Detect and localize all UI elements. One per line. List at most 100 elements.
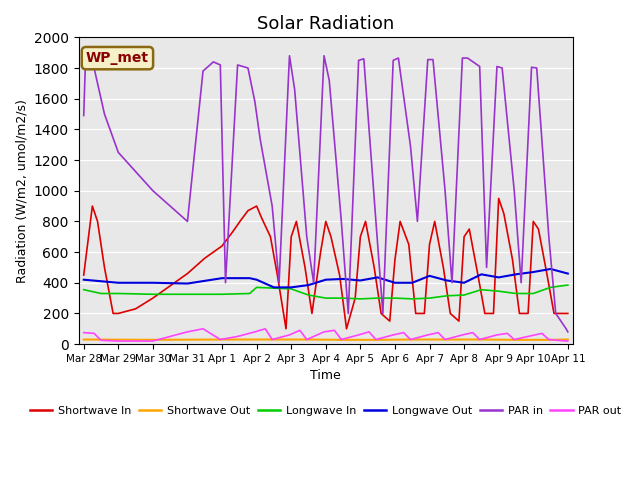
Longwave In [246, 290, 253, 296]
Shortwave Out [305, 336, 312, 342]
Line: Longwave Out: Longwave Out [84, 269, 568, 288]
Longwave Out [149, 280, 157, 286]
Longwave Out [322, 277, 330, 283]
Longwave In [477, 287, 485, 292]
PAR out [435, 330, 442, 336]
Shortwave Out [374, 337, 381, 343]
PAR out [504, 331, 511, 336]
Line: PAR in: PAR in [84, 56, 568, 332]
Longwave Out [408, 280, 416, 286]
X-axis label: Time: Time [310, 370, 341, 383]
Longwave Out [97, 278, 105, 284]
PAR out [234, 334, 241, 339]
PAR out [268, 336, 276, 342]
Line: Longwave In: Longwave In [84, 285, 568, 299]
Shortwave Out [80, 336, 88, 342]
Longwave Out [287, 285, 295, 290]
Longwave In [391, 295, 399, 301]
Shortwave Out [408, 336, 416, 342]
PAR in [80, 113, 88, 119]
Longwave Out [374, 275, 381, 280]
Shortwave In [377, 311, 385, 316]
Shortwave In [244, 208, 252, 214]
Longwave Out [270, 285, 278, 290]
PAR out [115, 338, 122, 344]
Longwave Out [564, 271, 572, 276]
PAR out [261, 326, 269, 332]
Longwave Out [253, 277, 260, 283]
PAR in [564, 329, 572, 335]
Longwave Out [115, 280, 122, 286]
Longwave Out [184, 281, 191, 287]
PAR out [545, 336, 553, 342]
Shortwave Out [339, 337, 347, 343]
Longwave In [495, 288, 502, 294]
PAR out [406, 336, 414, 342]
Longwave Out [305, 282, 312, 288]
Longwave In [184, 291, 191, 297]
Longwave Out [356, 277, 364, 283]
Shortwave In [301, 264, 309, 270]
PAR out [331, 327, 339, 333]
PAR out [389, 332, 397, 338]
PAR out [199, 326, 207, 332]
PAR out [538, 331, 546, 336]
PAR out [564, 338, 572, 344]
PAR in [100, 111, 108, 117]
Shortwave Out [564, 336, 572, 342]
PAR out [458, 332, 466, 338]
Longwave In [426, 295, 433, 301]
Longwave In [97, 290, 105, 296]
PAR out [493, 332, 500, 338]
PAR out [441, 336, 449, 342]
Longwave In [218, 291, 226, 297]
Text: WP_met: WP_met [86, 51, 149, 65]
Longwave In [356, 296, 364, 302]
Shortwave In [495, 195, 502, 201]
Shortwave Out [547, 337, 554, 343]
PAR in [291, 86, 298, 92]
Longwave Out [529, 269, 537, 275]
PAR out [469, 330, 477, 336]
PAR out [511, 336, 518, 342]
Longwave Out [443, 277, 451, 283]
Longwave Out [218, 276, 226, 281]
Shortwave In [564, 311, 572, 316]
Y-axis label: Radiation (W/m2, umol/m2/s): Radiation (W/m2, umol/m2/s) [15, 99, 28, 283]
Longwave In [547, 285, 554, 290]
Longwave In [270, 285, 278, 291]
Longwave In [287, 286, 295, 292]
Longwave In [149, 291, 157, 297]
Shortwave Out [270, 336, 278, 342]
Longwave In [305, 292, 312, 298]
Longwave In [115, 290, 122, 296]
Longwave Out [547, 266, 554, 272]
Longwave In [529, 290, 537, 296]
PAR out [97, 337, 105, 343]
Title: Solar Radiation: Solar Radiation [257, 15, 394, 33]
Longwave Out [477, 272, 485, 277]
Longwave In [253, 285, 260, 290]
Shortwave Out [149, 337, 157, 343]
Longwave Out [460, 280, 468, 286]
Longwave In [408, 296, 416, 302]
PAR out [296, 327, 304, 333]
Longwave In [322, 295, 330, 301]
PAR out [184, 329, 191, 335]
PAR in [545, 234, 553, 240]
Shortwave Out [477, 336, 485, 342]
Shortwave Out [218, 336, 226, 342]
Longwave In [460, 292, 468, 298]
PAR out [563, 338, 570, 344]
PAR out [372, 336, 380, 342]
PAR out [528, 333, 536, 338]
PAR out [424, 332, 431, 338]
Shortwave In [80, 272, 88, 278]
PAR in [344, 311, 352, 316]
PAR in [285, 53, 293, 59]
PAR out [365, 329, 373, 335]
Longwave Out [80, 277, 88, 283]
Shortwave In [228, 229, 236, 235]
Longwave In [374, 295, 381, 301]
PAR out [303, 336, 310, 342]
